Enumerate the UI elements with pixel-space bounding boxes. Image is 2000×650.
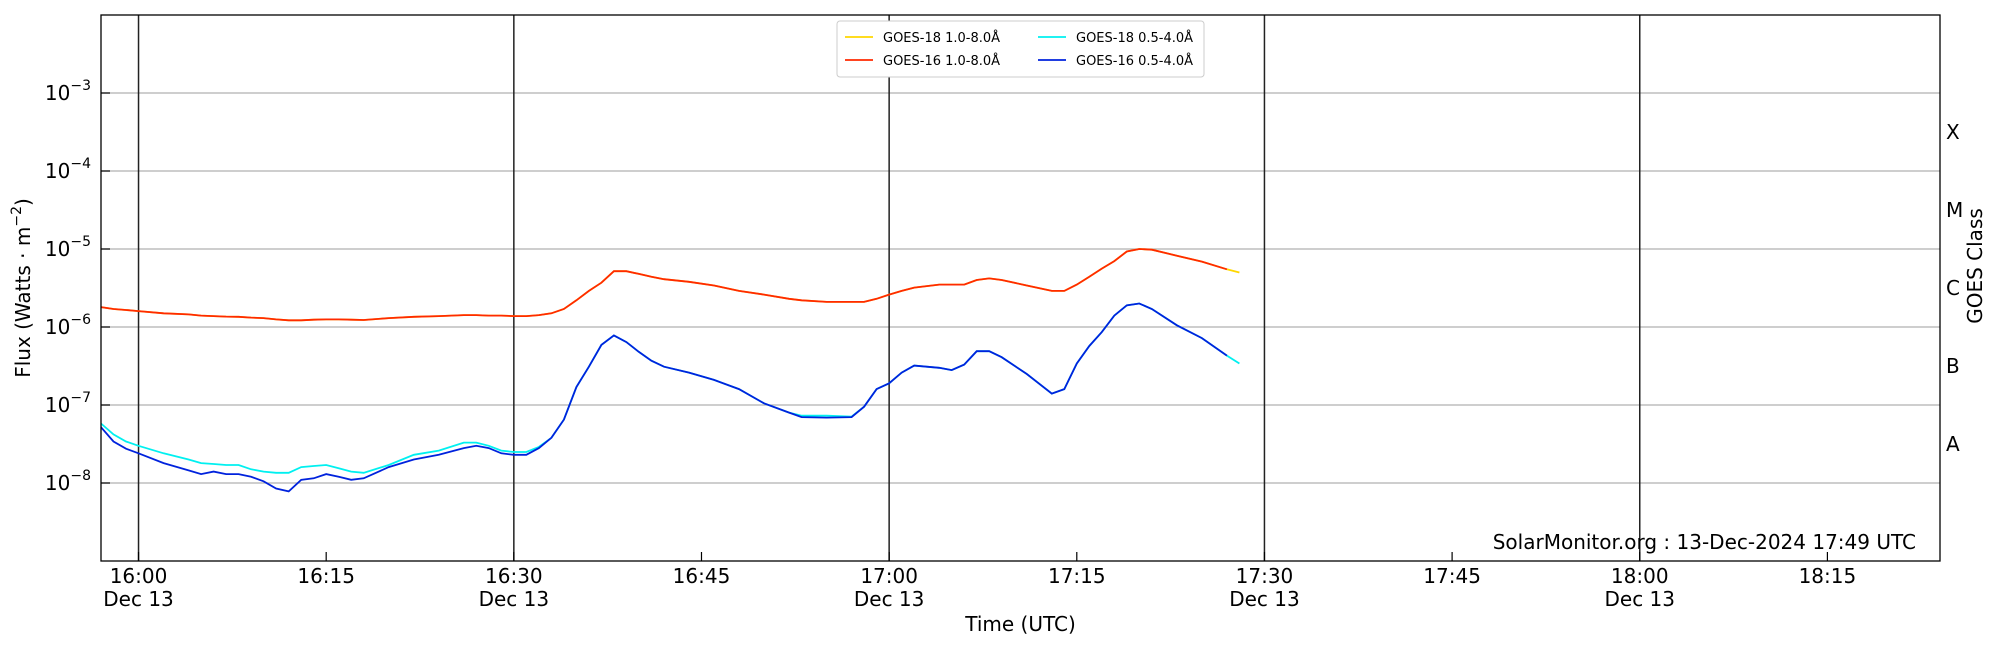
x-tick-label: 18:00	[1611, 564, 1669, 588]
x-tick-label: 16:00	[110, 564, 168, 588]
y-tick-label: 10−5	[45, 234, 91, 261]
y2-tick-label: B	[1946, 354, 1960, 378]
x-tick-sublabel: Dec 13	[1604, 587, 1675, 611]
x-tick-label: 16:30	[485, 564, 543, 588]
y-tick-label: 10−7	[45, 390, 91, 417]
y-tick-base: 10	[45, 315, 70, 339]
legend-box	[836, 20, 1205, 78]
x-tick-label: 16:45	[673, 564, 731, 588]
y-label-end: )	[11, 198, 35, 206]
x-tick-label: 17:15	[1048, 564, 1106, 588]
annotation: SolarMonitor.org : 13-Dec-2024 17:49 UTC	[1493, 530, 1916, 554]
legend-label: GOES-18 0.5-4.0Å	[1076, 30, 1193, 46]
x-axis-label: Time (UTC)	[964, 612, 1076, 636]
y-tick-base: 10	[45, 237, 70, 261]
y-label-exponent: −2	[9, 206, 25, 227]
x-tick-sublabel: Dec 13	[479, 587, 550, 611]
y-tick-base: 10	[45, 393, 70, 417]
series-line	[100, 248, 1228, 322]
y-tick-label: 10−3	[45, 78, 91, 105]
y-tick-base: 10	[45, 471, 70, 495]
x-tick-label: 16:15	[297, 564, 355, 588]
y-tick-exponent: −4	[70, 156, 91, 172]
x-tick-sublabel: Dec 13	[103, 587, 174, 611]
y2-tick-label: C	[1946, 276, 1960, 300]
y-tick-exponent: −3	[70, 78, 91, 94]
y2-tick-label: X	[1946, 120, 1960, 144]
legend-label: GOES-16 0.5-4.0Å	[1076, 53, 1193, 69]
y-tick-base: 10	[45, 159, 70, 183]
y-label-text: Flux (Watts · m	[11, 227, 35, 378]
x-tick-label: 17:30	[1236, 564, 1294, 588]
y-tick-exponent: −7	[70, 390, 91, 406]
series-line	[100, 302, 1228, 493]
y-axis-label: Flux (Watts · m−2)	[9, 198, 35, 378]
x-tick-sublabel: Dec 13	[1229, 587, 1300, 611]
legend-label: GOES-18 1.0-8.0Å	[883, 30, 1000, 46]
y-tick-label: 10−8	[45, 468, 91, 495]
plot-frame	[100, 14, 1941, 562]
x-tick-label: 17:45	[1423, 564, 1481, 588]
x-tick-label: 18:15	[1799, 564, 1857, 588]
y-tick-exponent: −5	[70, 234, 91, 250]
x-tick-sublabel: Dec 13	[854, 587, 925, 611]
x-tick-label: 17:00	[860, 564, 918, 588]
y-tick-label: 10−4	[45, 156, 91, 183]
y2-axis-label: GOES Class	[1963, 208, 1987, 324]
legend-label: GOES-16 1.0-8.0Å	[883, 53, 1000, 69]
y2-tick-label: A	[1946, 432, 1960, 456]
y-tick-base: 10	[45, 81, 70, 105]
y-tick-exponent: −6	[70, 312, 91, 328]
y-tick-exponent: −8	[70, 468, 91, 484]
y-tick-label: 10−6	[45, 312, 91, 339]
y2-tick-label: M	[1946, 198, 1963, 222]
